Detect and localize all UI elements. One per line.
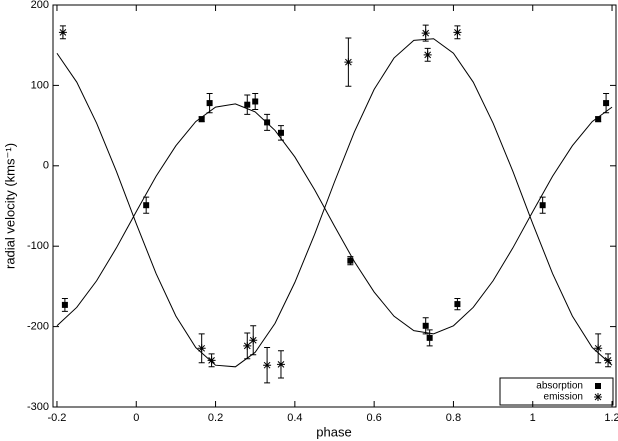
- marker-asterisk: [423, 50, 432, 59]
- fit-curve: [56, 103, 613, 335]
- marker-asterisk: [276, 360, 285, 369]
- marker-asterisk: [594, 344, 603, 353]
- x-tick-label: 0.8: [446, 412, 461, 424]
- y-tick-label: 100: [31, 79, 49, 91]
- marker-square: [539, 202, 546, 209]
- marker-asterisk: [249, 336, 258, 345]
- marker-square: [454, 301, 461, 308]
- x-axis-title: phase: [316, 424, 351, 439]
- x-tick-label: 0.6: [366, 412, 381, 424]
- marker-asterisk: [263, 361, 272, 370]
- marker-asterisk: [58, 28, 67, 37]
- marker-square: [422, 322, 429, 329]
- fit-curve: [56, 38, 613, 368]
- marker-square: [244, 101, 251, 108]
- x-tick-label: 0.2: [208, 412, 223, 424]
- marker-square: [61, 301, 68, 308]
- y-tick-label: -100: [27, 240, 49, 252]
- marker-square: [198, 116, 205, 123]
- legend-box: [499, 377, 614, 406]
- marker-square: [603, 100, 610, 107]
- marker-asterisk: [604, 356, 613, 365]
- x-tick-label: -0.2: [47, 412, 66, 424]
- marker-asterisk: [453, 28, 462, 37]
- marker-square: [252, 98, 259, 105]
- y-tick-label: -200: [27, 321, 49, 333]
- y-tick-label: -300: [27, 401, 49, 413]
- marker-square: [264, 119, 271, 126]
- marker-asterisk: [243, 341, 252, 350]
- marker-asterisk: [344, 58, 353, 67]
- marker-square: [277, 129, 284, 136]
- y-tick-label: 200: [31, 0, 49, 11]
- legend-label: emission: [544, 392, 583, 403]
- marker-square: [595, 116, 602, 123]
- marker-square: [595, 383, 601, 389]
- marker-square: [143, 202, 150, 209]
- x-tick-label: 1.2: [604, 412, 618, 424]
- x-tick-label: 1: [530, 412, 536, 424]
- marker-square: [426, 334, 433, 341]
- marker-asterisk: [197, 344, 206, 353]
- y-axis-title: radial velocity (kms⁻¹): [2, 143, 17, 269]
- marker-asterisk: [421, 29, 430, 38]
- marker-square: [347, 257, 354, 264]
- plot-frame: [52, 4, 617, 408]
- legend-label: absorption: [536, 381, 583, 392]
- x-tick-label: 0: [133, 412, 139, 424]
- marker-asterisk: [207, 356, 216, 365]
- marker-square: [206, 100, 213, 107]
- x-tick-label: 0.4: [287, 412, 302, 424]
- marker-asterisk: [594, 393, 602, 401]
- y-tick-label: 0: [43, 160, 49, 172]
